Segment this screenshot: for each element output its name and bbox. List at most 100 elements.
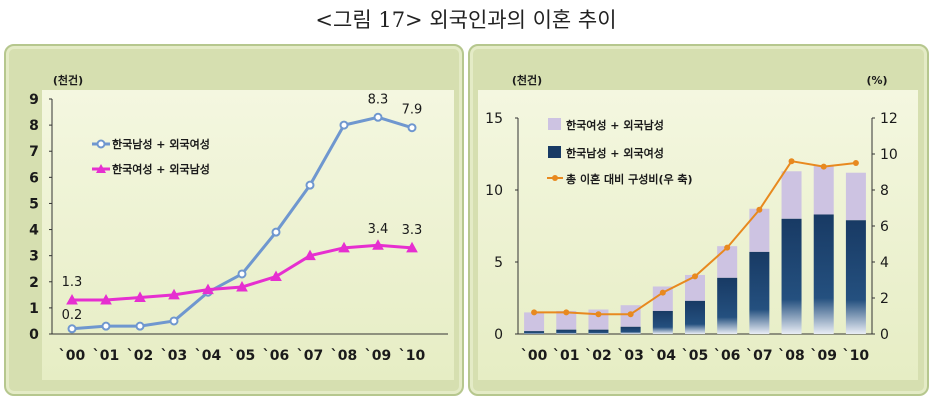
bar-segment-korean-male	[813, 214, 834, 334]
right-y-tick-label: 0	[494, 327, 503, 343]
left-point-triangle	[304, 249, 316, 261]
ratio-point	[595, 311, 602, 318]
left-y-tick-label: 5	[29, 196, 39, 212]
left-point-circle	[407, 123, 417, 133]
left-point-triangle	[406, 241, 418, 253]
right-y2-tick-label: 0	[880, 327, 889, 343]
right-x-tick-label: `06	[714, 348, 740, 364]
bar-segment-korean-female	[813, 165, 834, 215]
legend-marker-ratio	[552, 175, 558, 181]
right-unit-label-left: (천건)	[512, 73, 542, 87]
left-point-circle	[169, 316, 179, 326]
right-y2-tick-label: 10	[880, 147, 898, 163]
ratio-point	[852, 160, 859, 166]
left-plot-area	[42, 90, 454, 380]
left-x-tick-label: `04	[195, 348, 222, 364]
left-x-tick-label: `10	[399, 348, 426, 364]
left-x-tick-label: `00	[59, 348, 86, 364]
left-unit-label: (천건)	[53, 73, 83, 87]
left-y-tick-label: 7	[29, 144, 39, 160]
left-x-tick-label: `01	[93, 348, 119, 364]
right-unit-label-right: (%)	[866, 74, 887, 87]
left-point-triangle	[168, 288, 180, 300]
left-point-triangle	[236, 280, 248, 292]
left-legend-label: 한국여성 + 외국남성	[112, 162, 210, 176]
left-y-tick-label: 4	[29, 223, 39, 239]
left-data-label: 1.3	[62, 275, 83, 290]
left-point-circle	[237, 269, 247, 279]
left-x-tick-label: `06	[263, 348, 289, 364]
left-data-label: 0.2	[62, 308, 83, 323]
bar-segment-korean-male	[845, 220, 866, 334]
bar-segment-korean-female	[845, 172, 866, 221]
left-y-tick-label: 2	[29, 275, 39, 291]
left-data-label: 7.9	[402, 103, 423, 118]
figure-title: <그림 17> 외국인과의 이혼 추이	[315, 8, 617, 32]
left-x-tick-label: `03	[161, 348, 187, 364]
left-x-tick-label: `02	[127, 348, 153, 364]
legend-label-korean-female: 한국여성 + 외국남성	[566, 118, 664, 132]
left-x-tick-label: `05	[229, 348, 255, 364]
left-y-tick-label: 9	[29, 92, 39, 108]
right-x-tick-label: `10	[843, 348, 870, 364]
bar-segment-korean-male	[524, 331, 545, 334]
bar-segment-korean-male	[717, 277, 738, 334]
right-y-tick-label: 5	[494, 255, 503, 271]
right-y2-tick-label: 2	[880, 291, 889, 307]
left-y-tick-label: 0	[29, 327, 39, 343]
left-data-label: 8.3	[368, 92, 389, 107]
bar-segment-korean-male	[749, 251, 770, 334]
ratio-point	[756, 206, 763, 213]
bar-segment-korean-male	[556, 329, 577, 334]
bar-segment-korean-female	[556, 310, 577, 330]
left-legend-marker	[96, 164, 106, 173]
left-point-triangle	[202, 283, 214, 295]
left-y-tick-label: 6	[29, 170, 39, 186]
left-y-tick-label: 1	[29, 301, 39, 317]
right-y2-tick-label: 6	[880, 219, 889, 235]
right-y2-tick-label: 12	[880, 111, 898, 127]
ratio-point	[788, 158, 795, 165]
left-point-circle	[101, 321, 111, 331]
legend-label-korean-male: 한국남성 + 외국여성	[566, 146, 664, 160]
bar-segment-korean-male	[620, 326, 641, 334]
left-data-label: 3.4	[368, 222, 389, 237]
right-x-tick-label: `02	[585, 348, 611, 364]
bar-segment-korean-male	[652, 310, 673, 334]
bar-segment-korean-female	[685, 274, 705, 301]
ratio-point	[692, 273, 698, 280]
ratio-point	[724, 244, 731, 251]
bar-segment-korean-female	[781, 171, 802, 219]
right-y2-tick-label: 8	[880, 183, 889, 199]
left-y-tick-label: 3	[29, 249, 39, 265]
right-x-tick-label: `09	[810, 348, 836, 364]
ratio-point	[659, 289, 666, 296]
bar-segment-korean-female	[717, 246, 738, 278]
left-legend-marker	[96, 139, 106, 149]
right-x-tick-label: `01	[553, 348, 579, 364]
right-x-tick-label: `08	[778, 348, 804, 364]
bar-segment-korean-female	[749, 208, 770, 252]
legend-label-ratio: 총 이혼 대비 구성비(우 축)	[566, 172, 693, 186]
left-point-triangle	[100, 294, 112, 305]
left-point-triangle	[338, 241, 350, 253]
left-point-circle	[339, 120, 349, 130]
left-x-tick-label: `07	[297, 348, 323, 364]
right-x-tick-label: `04	[650, 348, 677, 364]
left-point-triangle	[134, 291, 146, 302]
left-point-circle	[373, 112, 383, 122]
bar-segment-korean-male	[588, 329, 609, 334]
left-point-circle	[305, 180, 315, 190]
left-data-label: 3.3	[402, 223, 423, 238]
right-y-tick-label: 10	[485, 183, 503, 199]
left-point-triangle	[372, 239, 384, 250]
left-x-tick-label: `09	[365, 348, 391, 364]
left-point-circle	[135, 321, 145, 331]
left-point-triangle	[66, 294, 78, 305]
left-point-circle	[67, 324, 77, 334]
left-point-circle	[271, 227, 281, 237]
left-legend-label: 한국남성 + 외국여성	[112, 137, 210, 151]
right-x-tick-label: `00	[521, 348, 548, 364]
right-x-tick-label: `05	[682, 348, 708, 364]
